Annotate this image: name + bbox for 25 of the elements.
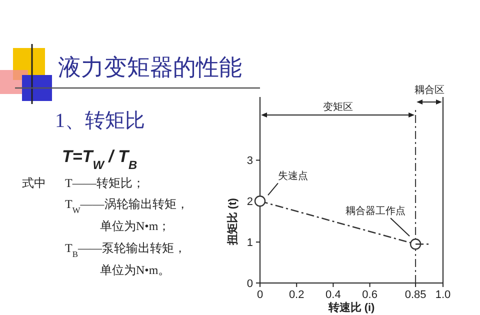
x-tick-label: 0.4 <box>326 289 341 301</box>
annotation: 失速点 <box>278 170 308 182</box>
annotation: 变矩区 <box>322 101 353 113</box>
y-tick-label: 0 <box>246 278 253 290</box>
y-axis-title: 扭矩比 (t) <box>226 198 239 246</box>
text: 单位为N•m。 <box>100 263 170 277</box>
x-tick-label: 0.85 <box>404 289 426 301</box>
x-tick-label: 0 <box>256 289 264 301</box>
text: 式中 <box>22 176 46 190</box>
x-tick-label: 1.0 <box>435 289 451 301</box>
annotation: 耦合器工作点 <box>346 205 406 218</box>
text: 耦合区 <box>414 84 444 96</box>
chart-title: 液力变矩器的性能 <box>58 55 242 80</box>
text: T$_{W}$——涡轮输出转矩， <box>65 197 188 214</box>
x-tick-label: 0.6 <box>362 289 378 301</box>
text: T=T$_{W}$ / T$_{B}$ <box>62 147 138 172</box>
text: 单位为N•m； <box>100 219 170 233</box>
x-axis-title: 转速比 (i) <box>327 301 376 314</box>
y-tick-label: 2 <box>246 196 253 208</box>
x-tick-label: 0.2 <box>288 289 304 301</box>
text: T——转矩比； <box>65 176 144 190</box>
y-tick-label: 3 <box>246 155 253 168</box>
chart-subtitle: 1、转矩比 <box>55 110 145 132</box>
text: T$_{B}$——泵轮输出转矩， <box>65 241 186 258</box>
y-tick-label: 1 <box>246 237 253 250</box>
